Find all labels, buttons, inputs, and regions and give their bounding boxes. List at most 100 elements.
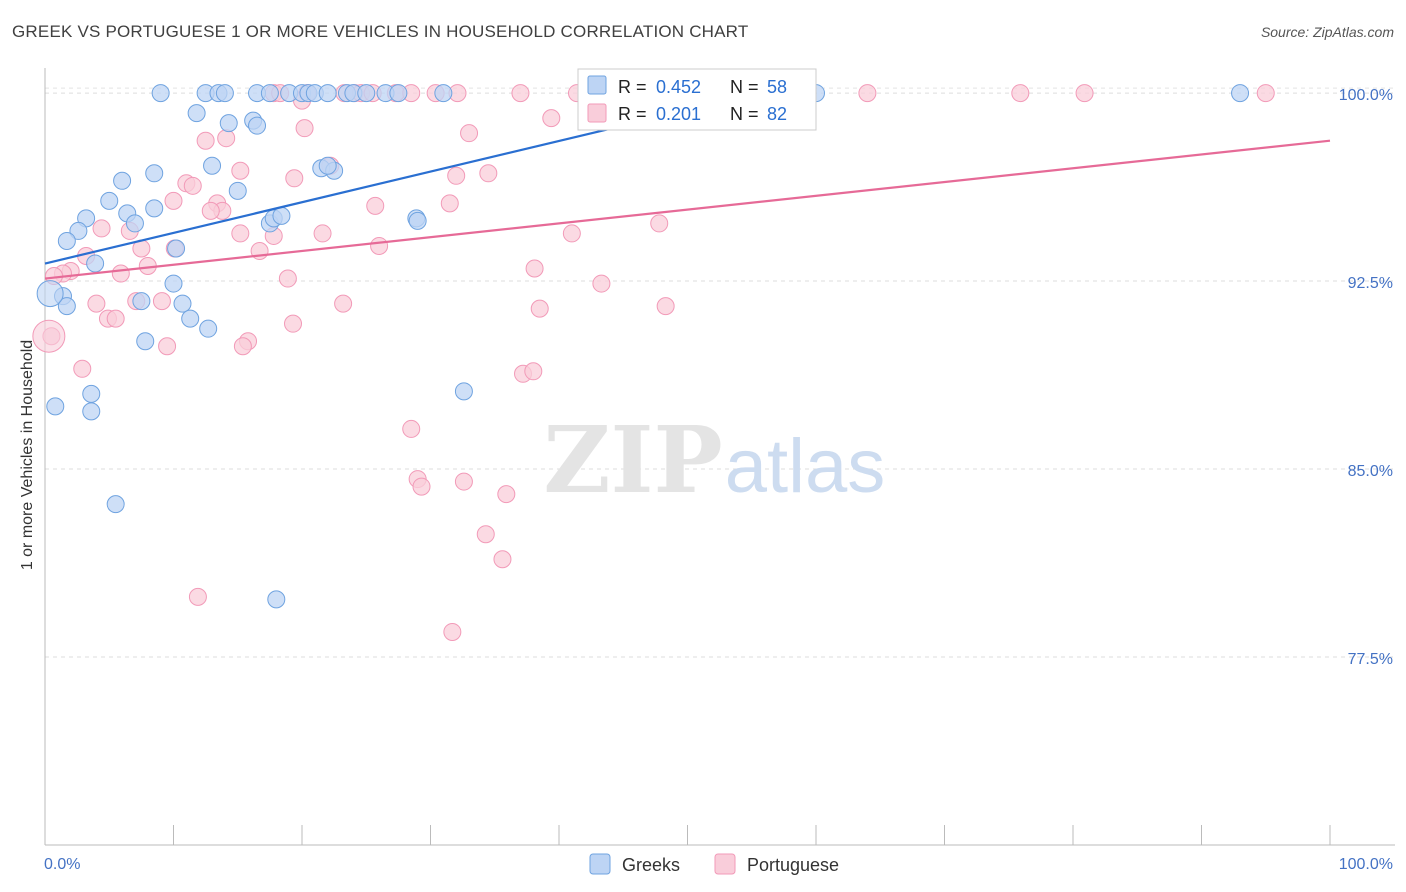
portuguese-point <box>656 297 675 316</box>
portuguese-point <box>542 109 561 128</box>
greeks-point <box>46 397 65 416</box>
greeks-point <box>145 199 164 218</box>
greeks-point <box>357 84 376 103</box>
greeks-point <box>136 332 155 351</box>
legend-r-label-greeks: R = <box>618 77 647 97</box>
legend-r-value-portuguese: 0.201 <box>656 104 701 124</box>
portuguese-point <box>284 314 303 333</box>
portuguese-point <box>592 274 611 293</box>
portuguese-trend-line <box>44 139 1331 280</box>
portuguese-point <box>443 622 462 641</box>
watermark: ZIP atlas <box>543 406 885 514</box>
greeks-point <box>203 156 222 175</box>
y-tick-labels: 77.5% 85.0% 92.5% 100.0% <box>1339 87 1393 668</box>
portuguese-point <box>285 169 304 188</box>
portuguese-point <box>334 294 353 313</box>
source-credit: Source: ZipAtlas.com <box>1260 24 1394 40</box>
portuguese-point <box>158 337 177 356</box>
y-tick-label: 92.5% <box>1348 275 1393 292</box>
bottom-legend-swatch-portuguese <box>714 853 736 875</box>
portuguese-point <box>73 359 92 378</box>
greeks-point <box>267 590 286 609</box>
greeks-point <box>36 280 64 308</box>
greeks-point <box>199 319 218 338</box>
portuguese-point <box>217 129 236 148</box>
greeks-point <box>125 214 144 233</box>
portuguese-point <box>111 264 130 283</box>
portuguese-point <box>278 269 297 288</box>
legend-n-value-greeks: 58 <box>767 77 787 97</box>
greeks-point <box>82 384 101 403</box>
greeks-point <box>260 84 279 103</box>
greeks-point <box>57 231 76 250</box>
y-tick-label: 77.5% <box>1348 651 1393 668</box>
portuguese-point <box>511 84 530 103</box>
bottom-legend-swatch-greeks <box>589 853 611 875</box>
portuguese-point <box>476 525 495 544</box>
legend-r-value-greeks: 0.452 <box>656 77 701 97</box>
bottom-legend-label-greeks: Greeks <box>622 855 680 875</box>
watermark-atlas: atlas <box>725 424 886 509</box>
legend-n-label-portuguese: N = <box>730 104 759 124</box>
greeks-point <box>454 382 473 401</box>
portuguese-point <box>493 550 512 569</box>
portuguese-point <box>295 119 314 138</box>
bottom-legend: Greeks Portuguese <box>589 853 839 875</box>
y-tick-label: 85.0% <box>1348 463 1393 480</box>
greeks-point <box>173 294 192 313</box>
greeks-point <box>408 211 427 230</box>
portuguese-point <box>1011 84 1030 103</box>
legend-n-value-portuguese: 82 <box>767 104 787 124</box>
greeks-point <box>167 239 186 258</box>
greeks-point <box>113 171 132 190</box>
legend-n-label-greeks: N = <box>730 77 759 97</box>
greeks-point <box>187 104 206 123</box>
greeks-point <box>106 495 125 514</box>
portuguese-point <box>402 419 421 438</box>
portuguese-point <box>858 84 877 103</box>
portuguese-point <box>313 224 332 243</box>
greeks-points <box>36 84 1250 609</box>
portuguese-point <box>164 191 183 210</box>
portuguese-point <box>1256 84 1275 103</box>
greeks-point <box>248 116 267 135</box>
portuguese-point <box>188 587 207 606</box>
legend-swatch-portuguese <box>587 103 607 123</box>
inset-legend-box <box>577 68 817 131</box>
portuguese-point <box>231 161 250 180</box>
portuguese-point <box>106 309 125 328</box>
axes <box>44 68 1395 846</box>
portuguese-point <box>196 131 215 150</box>
greeks-point <box>145 164 164 183</box>
x-tick-label-min: 0.0% <box>44 856 80 873</box>
portuguese-point <box>231 224 250 243</box>
greeks-point <box>181 309 200 328</box>
chart-title: GREEK VS PORTUGUESE 1 OR MORE VEHICLES I… <box>12 22 749 41</box>
greeks-point <box>215 84 234 103</box>
greeks-point <box>151 84 170 103</box>
bottom-legend-label-portuguese: Portuguese <box>747 855 839 875</box>
greeks-point <box>1231 84 1250 103</box>
greeks-point <box>228 181 247 200</box>
greeks-point <box>132 292 151 311</box>
portuguese-point <box>201 201 220 220</box>
portuguese-point <box>454 472 473 491</box>
greeks-point <box>86 254 105 273</box>
greeks-point <box>434 84 453 103</box>
portuguese-point <box>152 292 171 311</box>
greeks-point <box>57 297 76 316</box>
greeks-point <box>318 84 337 103</box>
portuguese-point <box>1075 84 1094 103</box>
portuguese-point <box>525 259 544 278</box>
portuguese-point <box>92 219 111 238</box>
portuguese-point <box>183 176 202 195</box>
portuguese-point <box>497 485 516 504</box>
portuguese-point <box>412 477 431 496</box>
x-tick-label-max: 100.0% <box>1339 856 1393 873</box>
legend-r-label-portuguese: R = <box>618 104 647 124</box>
portuguese-point <box>366 196 385 215</box>
portuguese-point <box>233 337 252 356</box>
y-tick-label: 100.0% <box>1339 87 1393 104</box>
greeks-point <box>389 84 408 103</box>
